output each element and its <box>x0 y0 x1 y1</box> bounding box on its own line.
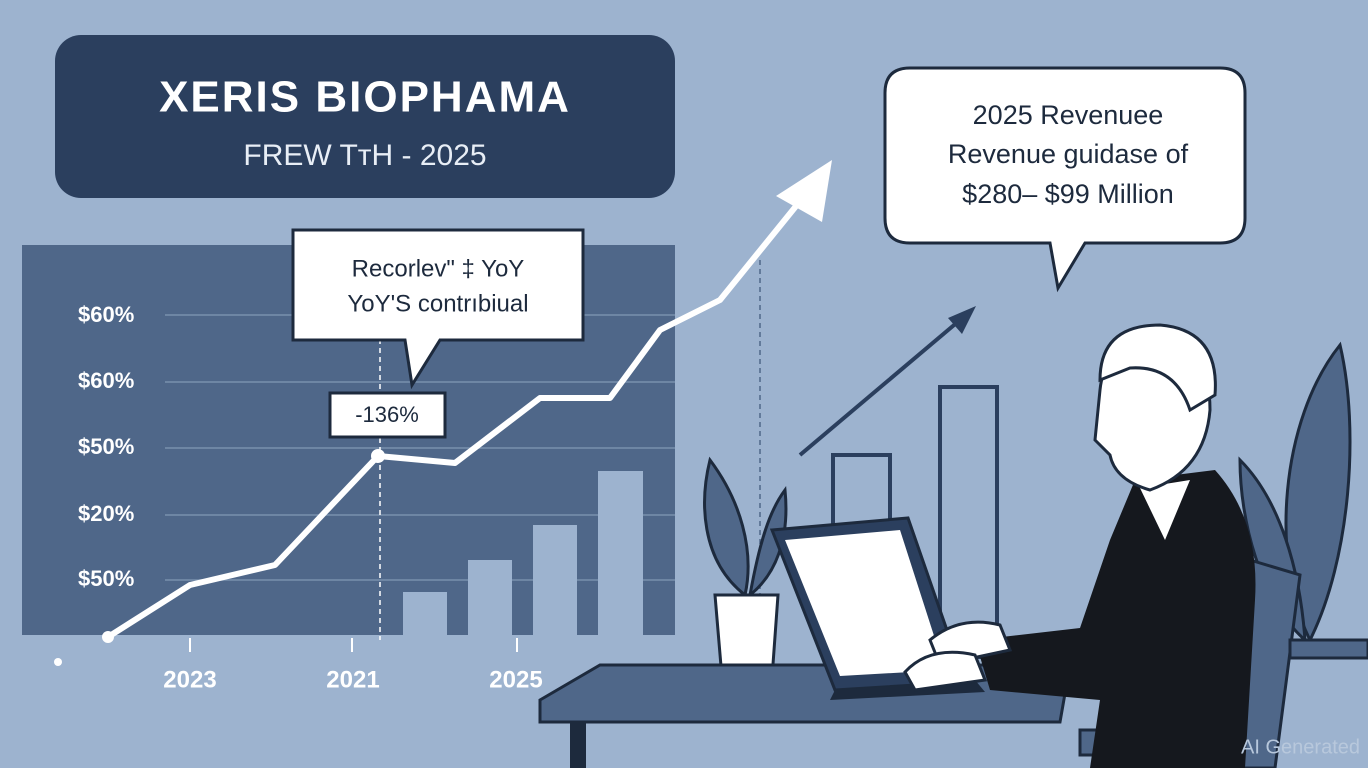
callout-line: Recorlev" ‡ YoY <box>352 255 525 282</box>
point <box>371 449 385 463</box>
desk-leg <box>570 722 586 768</box>
badge-box <box>328 391 447 439</box>
point <box>54 658 62 666</box>
person-hair <box>1098 323 1217 413</box>
plant <box>703 341 1352 644</box>
title-box <box>55 35 675 198</box>
callout-box <box>291 228 585 390</box>
speech-line: Revenue guidase of <box>948 139 1189 169</box>
laptop-screen <box>785 530 945 676</box>
subtitle: FREW TтH - 2025 <box>243 139 486 172</box>
badge: -136% <box>355 402 419 427</box>
hand <box>903 650 988 692</box>
grid <box>165 314 675 581</box>
title: XERIS BIOPHAMA <box>159 73 571 122</box>
y-label: $60% <box>78 368 134 393</box>
callout-line: YoY'S contrıbiual <box>347 290 528 317</box>
speech-bubble <box>883 66 1247 293</box>
x-label: 2023 <box>163 666 216 693</box>
arrow-head <box>776 160 832 222</box>
x-label: 2021 <box>326 666 379 693</box>
person-body <box>975 470 1256 768</box>
shelf <box>1288 638 1368 660</box>
y-labels: $60% $60% $50% $20% $50% <box>78 302 134 591</box>
y-label: $50% <box>78 566 134 591</box>
trend-line <box>106 193 808 640</box>
y-label: $50% <box>78 434 134 459</box>
arrow-head <box>948 306 976 334</box>
x-label: 2025 <box>489 666 542 693</box>
speech-line: 2025 Revenuee <box>973 100 1164 130</box>
bars <box>403 471 643 635</box>
y-label: $20% <box>78 501 134 526</box>
y-label: $60% <box>78 302 134 327</box>
watermark: AI Generated <box>1241 736 1360 758</box>
point <box>102 631 114 643</box>
arrow <box>798 318 962 457</box>
collar <box>1140 480 1190 540</box>
speech-line: $280– $99 Million <box>962 179 1174 209</box>
